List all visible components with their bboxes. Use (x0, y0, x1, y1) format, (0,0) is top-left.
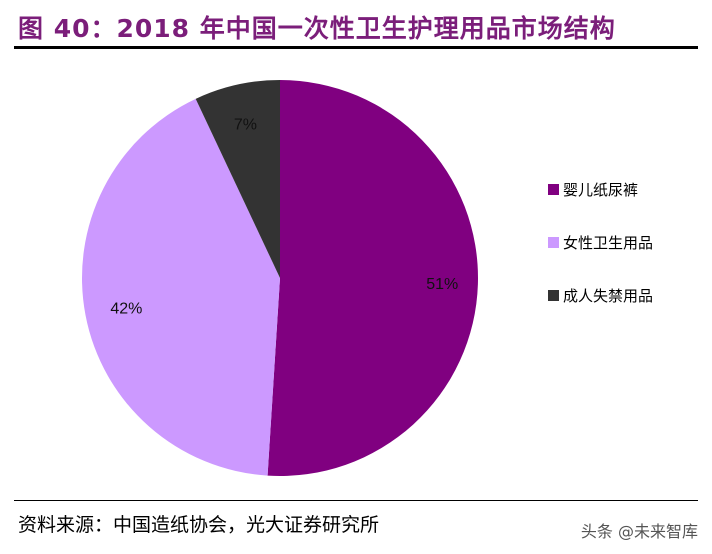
legend-label-3: 成人失禁用品 (563, 287, 653, 305)
pie-slice-3 (195, 80, 280, 278)
legend-swatch-3 (548, 290, 559, 301)
footer-divider (14, 500, 698, 501)
pie-slice-1 (267, 80, 478, 476)
watermark: 头条 @未来智库 (580, 522, 698, 541)
pie-slices (82, 80, 478, 476)
legend-swatch-1 (548, 184, 559, 195)
pie-label-3: 7% (234, 116, 257, 133)
legend-label-1: 婴儿纸尿裤 (563, 181, 638, 199)
title-bar: 图 40：2018 年中国一次性卫生护理用品市场结构 (14, 4, 698, 49)
legend-swatch-2 (548, 237, 559, 248)
source-note: 资料来源：中国造纸协会，光大证券研究所 (18, 514, 380, 536)
pie-labels: 51% 42% 7% (110, 116, 458, 317)
legend-label-2: 女性卫生用品 (563, 234, 653, 252)
pie-label-1: 51% (426, 276, 458, 293)
pie-label-2: 42% (110, 300, 142, 317)
chart-title: 图 40：2018 年中国一次性卫生护理用品市场结构 (18, 14, 616, 43)
pie-slice-2 (82, 98, 280, 476)
